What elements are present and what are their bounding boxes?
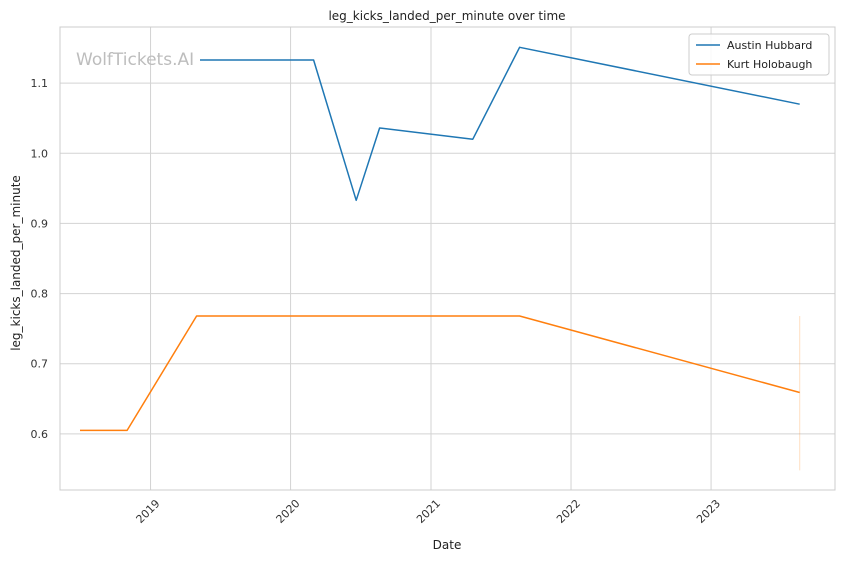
y-tick-label: 0.8 (31, 288, 49, 301)
legend-label-austin-hubbard: Austin Hubbard (727, 39, 812, 52)
series-lines (80, 46, 801, 471)
y-tick-label: 1.0 (31, 147, 49, 160)
y-tick-label: 1.1 (31, 77, 49, 90)
grid-lines (60, 27, 835, 490)
x-axis-title: Date (433, 538, 462, 552)
plot-frame (59, 26, 836, 491)
y-axis-ticks: 0.6 0.7 0.8 0.9 1.0 1.1 (31, 77, 49, 441)
legend: Austin Hubbard Kurt Holobaugh (688, 33, 830, 76)
y-axis-title: leg_kicks_landed_per_minute (9, 175, 23, 351)
watermark-text: WolfTickets.AI (76, 50, 194, 70)
y-tick-label: 0.9 (31, 217, 49, 230)
series-line-austin-hubbard (200, 46, 800, 202)
series-line-kurt-holobaugh (80, 315, 800, 432)
y-tick-label: 0.6 (31, 428, 49, 441)
chart-title: leg_kicks_landed_per_minute over time (328, 9, 565, 23)
legend-label-kurt-holobaugh: Kurt Holobaugh (727, 58, 812, 71)
legend-box (688, 33, 830, 76)
y-tick-label: 0.7 (31, 358, 49, 371)
